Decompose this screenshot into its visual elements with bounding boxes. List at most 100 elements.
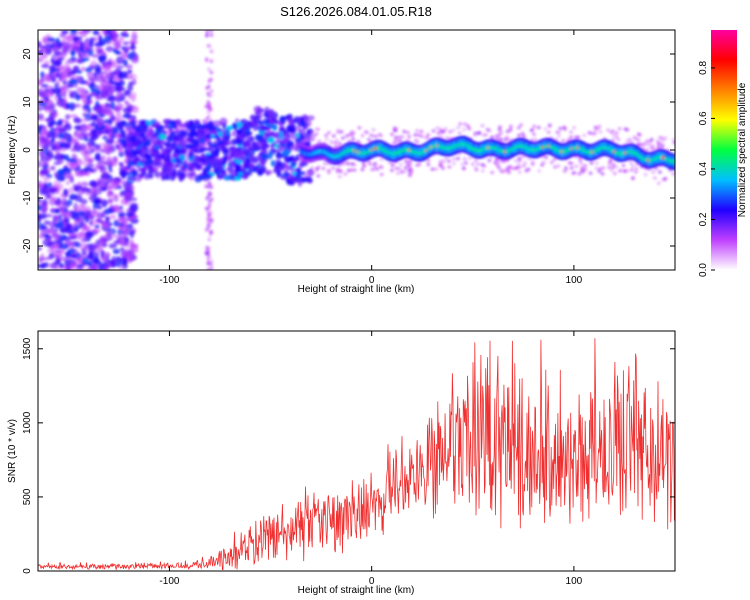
- heatmap-cell: [113, 69, 120, 75]
- heatmap-cell: [323, 161, 328, 166]
- heatmap-cell: [87, 42, 94, 50]
- heatmap-cell: [100, 155, 106, 161]
- heatmap-cell: [52, 42, 60, 49]
- heatmap-cell: [627, 137, 632, 142]
- heatmap-cell: [405, 130, 410, 135]
- heatmap-cell: [206, 122, 214, 130]
- heatmap-cell: [107, 83, 114, 89]
- heatmap-cell: [109, 88, 114, 95]
- heatmap-cell: [83, 132, 93, 137]
- heatmap-cell: [415, 163, 420, 168]
- heatmap-cell: [520, 131, 525, 136]
- heatmap-cell: [62, 201, 70, 209]
- heatmap-cell: [88, 64, 95, 70]
- heatmap-cell: [163, 141, 172, 146]
- heatmap-cell: [61, 38, 66, 43]
- heatmap-cell: [226, 166, 234, 171]
- heatmap-cell: [205, 32, 210, 37]
- heatmap-cell: [205, 116, 210, 121]
- heatmap-cell: [554, 130, 559, 134]
- heatmap-cell: [316, 174, 321, 178]
- heatmap-cell: [97, 49, 103, 55]
- heatmap-cell: [517, 170, 522, 174]
- heatmap-cell: [48, 222, 53, 228]
- heatmap-cell: [516, 161, 521, 165]
- heatmap-cell: [243, 171, 249, 179]
- heatmap-cell: [621, 163, 626, 168]
- heatmap-cell: [207, 224, 212, 229]
- heatmap-cell: [574, 164, 579, 169]
- heatmap-cell: [78, 89, 87, 97]
- heatmap-cell: [160, 171, 169, 179]
- heatmap-cell: [82, 225, 92, 231]
- heatmap-cell: [61, 30, 69, 35]
- heatmap-cell: [79, 253, 89, 259]
- heatmap-cell: [107, 70, 113, 79]
- heatmap-cell: [209, 49, 214, 54]
- heatmap-cell: [66, 58, 75, 64]
- heatmap-cell: [175, 157, 182, 164]
- heatmap-cell: [40, 86, 47, 92]
- heatmap-cell: [71, 211, 79, 219]
- heatmap-cell: [132, 140, 141, 147]
- heatmap-cell: [42, 128, 48, 135]
- heatmap-cell: [100, 108, 110, 114]
- heatmap-cell: [207, 213, 212, 218]
- heatmap-cell: [136, 148, 144, 155]
- heatmap-cell: [295, 172, 302, 181]
- heatmap-cell: [407, 134, 412, 139]
- heatmap-cell: [112, 234, 121, 239]
- heatmap-cell: [86, 156, 95, 163]
- heatmap-cell: [107, 138, 115, 144]
- heatmap-cell: [656, 181, 661, 186]
- heatmap-cell: [431, 129, 436, 133]
- heatmap-cell: [309, 130, 314, 135]
- heatmap-cell: [53, 228, 59, 233]
- heatmap-cell: [77, 181, 82, 187]
- heatmap-cell: [56, 65, 65, 70]
- heatmap-cell: [62, 171, 71, 179]
- heatmap-cell: [390, 132, 394, 137]
- heatmap-cell: [204, 184, 208, 189]
- heatmap-cell: [86, 72, 96, 78]
- heatmap-cell: [337, 174, 342, 179]
- heatmap-cell: [56, 99, 62, 107]
- heatmap-cell: [304, 174, 309, 178]
- heatmap-cell: [337, 141, 342, 146]
- heatmap-cell: [609, 168, 614, 172]
- heatmap-cell: [119, 162, 124, 168]
- heatmap-cell: [250, 144, 256, 149]
- heatmap-cell: [128, 81, 135, 86]
- heatmap-cell: [65, 114, 71, 120]
- heatmap-cell: [92, 30, 100, 36]
- heatmap-cell: [632, 135, 637, 140]
- heatmap-cell: [83, 104, 90, 110]
- heatmap-cell: [92, 251, 101, 258]
- heatmap-cell: [213, 166, 218, 172]
- heatmap-cell: [38, 160, 43, 168]
- heatmap-cell: [209, 93, 213, 98]
- heatmap-cell: [643, 142, 647, 146]
- heatmap-cell: [611, 133, 616, 138]
- heatmap-cell: [276, 138, 283, 144]
- heatmap-cell: [173, 164, 181, 169]
- heatmap-cell: [92, 36, 99, 42]
- heatmap-cell: [204, 138, 210, 143]
- heatmap-cell: [577, 172, 582, 176]
- heatmap-cell: [397, 138, 402, 143]
- heatmap-cell: [572, 171, 577, 175]
- heatmap-cell: [289, 127, 296, 134]
- heatmap-cell: [500, 170, 505, 174]
- heatmap-cell: [529, 128, 534, 133]
- heatmap-cell: [100, 179, 107, 187]
- heatmap-cell: [41, 136, 48, 143]
- heatmap-cell: [201, 175, 208, 181]
- heatmap-cell: [217, 165, 224, 173]
- heatmap-cell: [206, 157, 214, 162]
- heatmap-cell: [59, 243, 69, 250]
- heatmap-cell: [83, 206, 92, 214]
- heatmap-cell: [260, 160, 266, 167]
- heatmap-cell: [426, 162, 431, 167]
- heatmap-cell: [58, 133, 66, 139]
- heatmap-cell: [68, 235, 78, 240]
